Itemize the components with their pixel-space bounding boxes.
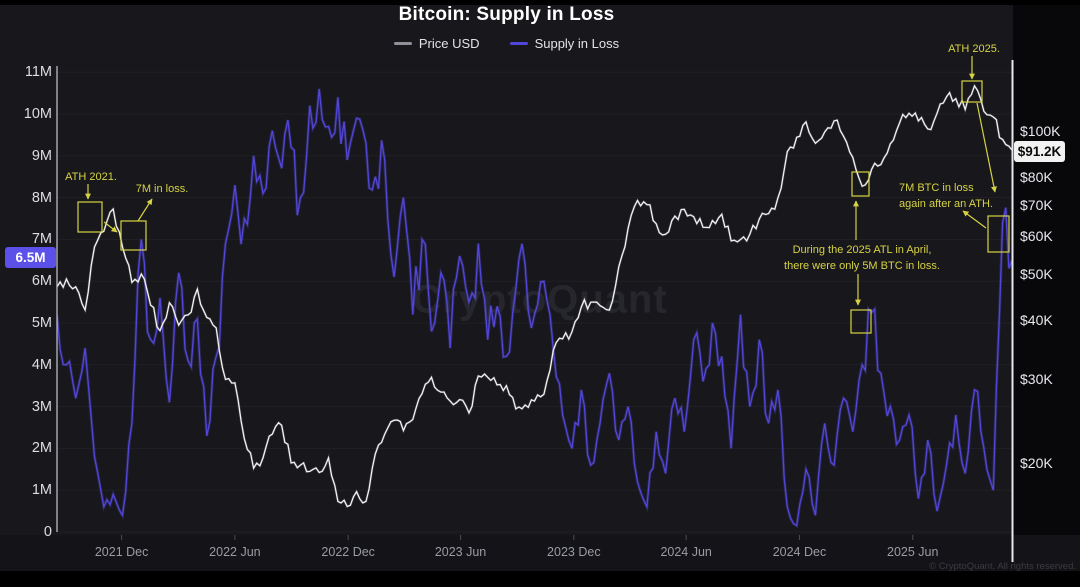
price-tick-label: $100K xyxy=(1020,123,1061,139)
x-axis-strip xyxy=(0,535,1080,572)
legend: Price USD Supply in Loss xyxy=(0,36,1013,51)
price-tick-label: $30K xyxy=(1020,371,1053,388)
price-tick-label: $80K xyxy=(1020,169,1053,186)
supply-tick-label: 6M xyxy=(31,273,52,290)
annotation-box-ath-2025 xyxy=(961,80,983,103)
annotation-text-7m-again-after-ath: 7M BTC in loss again after an ATH. xyxy=(899,182,993,210)
annotation-text-7m-in-loss-2021: 7M in loss. xyxy=(135,183,189,195)
supply-tick-label: 11M xyxy=(24,64,52,81)
annotation-arrow-7m-in-loss-2021 xyxy=(137,198,153,222)
x-tick-label: 2024 Jun xyxy=(660,545,712,559)
legend-label-price: Price USD xyxy=(418,36,480,51)
annotation-arrow-ath-2021 xyxy=(103,221,118,233)
current-supply-badge: 6.5M xyxy=(5,247,56,268)
x-tick-label: 2021 Dec xyxy=(94,545,149,559)
supply-tick-label: 3M xyxy=(31,398,52,415)
supply-series-line xyxy=(57,88,1012,527)
x-tick-label: 2023 Jun xyxy=(434,545,487,559)
top-letterbox-bar xyxy=(0,0,1080,5)
price-tick-label: $60K xyxy=(1020,228,1053,245)
supply-tick-label: 7M xyxy=(31,231,52,248)
supply-series-glow xyxy=(57,88,1012,529)
annotation-box-atl-april-2025 xyxy=(850,309,872,334)
legend-label-supply: Supply in Loss xyxy=(534,36,620,51)
price-tick-label: $50K xyxy=(1020,265,1053,282)
annotation-box-atl-april-2025 xyxy=(851,171,870,197)
price-tick-label: $40K xyxy=(1020,312,1053,329)
price-tick-label: $20K xyxy=(1020,455,1053,471)
price-tick-label: $70K xyxy=(1020,196,1053,213)
x-tick-label: 2023 Dec xyxy=(547,545,601,559)
price-legend-dash-icon xyxy=(393,42,412,45)
price-series-glow xyxy=(57,82,1012,509)
price-series-line xyxy=(57,84,1012,508)
copyright-text: © CryptoQuant. All rights reserved. xyxy=(929,561,1076,572)
x-tick-label: 2025 Jun xyxy=(887,545,939,559)
legend-item-price[interactable]: Price USD xyxy=(393,36,480,51)
chart-background xyxy=(0,5,1013,535)
current-price-badge: $91.2K xyxy=(1014,141,1065,162)
x-tick-label: 2022 Dec xyxy=(321,545,375,559)
annotation-arrow-7m-again-after-ath xyxy=(962,210,987,229)
annotation-text-ath-2021: ATH 2021. xyxy=(65,171,117,183)
supply-tick-label: 8M xyxy=(31,189,52,206)
supply-tick-label: 4M xyxy=(31,356,52,373)
x-tick-label: 2024 Dec xyxy=(772,545,827,559)
price-axis-panel xyxy=(1013,5,1080,535)
supply-tick-label: 2M xyxy=(31,440,52,457)
annotation-text-ath-2025: ATH 2025. xyxy=(948,43,1000,55)
supply-tick-label: 9M xyxy=(31,147,52,164)
supply-tick-label: 5M xyxy=(31,315,52,331)
page-title: Bitcoin: Supply in Loss xyxy=(398,4,615,25)
supply-tick-label: 1M xyxy=(31,482,52,499)
annotation-box-ath-2021 xyxy=(77,201,103,233)
legend-item-supply[interactable]: Supply in Loss xyxy=(509,36,620,51)
bottom-letterbox-bar xyxy=(0,571,1080,587)
annotation-text-atl-april-2025: During the 2025 ATL in April, there were … xyxy=(784,244,940,272)
annotation-arrow-ath-2025 xyxy=(976,102,997,193)
supply-tick-label: 10M xyxy=(23,106,52,122)
supply-legend-dash-icon xyxy=(509,42,528,45)
supply-tick-label: 0 xyxy=(43,524,52,540)
annotation-box-7m-in-loss-2021 xyxy=(120,220,147,251)
annotation-box-7m-again-after-ath xyxy=(987,215,1010,253)
x-tick-label: 2022 Jun xyxy=(209,545,261,559)
